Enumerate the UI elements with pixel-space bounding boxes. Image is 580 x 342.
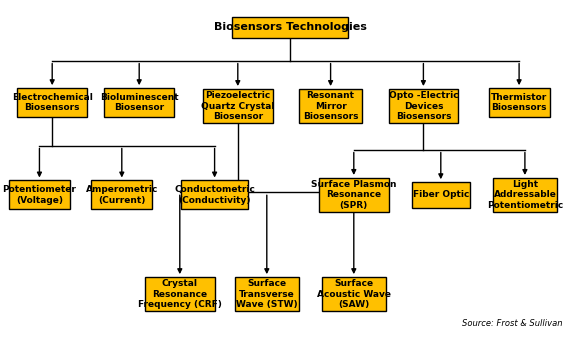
Text: Crystal
Resonance
Frequency (CRF): Crystal Resonance Frequency (CRF): [138, 279, 222, 309]
FancyBboxPatch shape: [322, 277, 386, 311]
FancyBboxPatch shape: [145, 277, 215, 311]
Text: Surface Plasmon
Resonance
(SPR): Surface Plasmon Resonance (SPR): [311, 180, 397, 210]
FancyBboxPatch shape: [17, 88, 87, 117]
FancyBboxPatch shape: [181, 181, 248, 209]
FancyBboxPatch shape: [488, 88, 549, 117]
FancyBboxPatch shape: [412, 182, 470, 208]
Text: Surface
Transverse
Wave (STW): Surface Transverse Wave (STW): [236, 279, 298, 309]
FancyBboxPatch shape: [92, 181, 152, 209]
Text: Piezoelectric
Quartz Crystal
Biosensor: Piezoelectric Quartz Crystal Biosensor: [201, 91, 274, 121]
FancyBboxPatch shape: [235, 277, 299, 311]
FancyBboxPatch shape: [9, 181, 70, 209]
Text: Opto -Electric
Devices
Biosensors: Opto -Electric Devices Biosensors: [389, 91, 458, 121]
Text: Thermistor
Biosensors: Thermistor Biosensors: [491, 93, 547, 112]
Text: Potentiometer
(Voltage): Potentiometer (Voltage): [2, 185, 77, 205]
FancyBboxPatch shape: [232, 17, 348, 38]
Text: Electrochemical
Biosensors: Electrochemical Biosensors: [12, 93, 93, 112]
FancyBboxPatch shape: [299, 89, 362, 123]
FancyBboxPatch shape: [319, 178, 389, 212]
Text: Biosensors Technologies: Biosensors Technologies: [213, 22, 367, 32]
Text: Source: Frost & Sullivan: Source: Frost & Sullivan: [462, 319, 563, 328]
Text: Amperometric
(Current): Amperometric (Current): [86, 185, 158, 205]
FancyBboxPatch shape: [493, 178, 557, 212]
Text: Surface
Acoustic Wave
(SAW): Surface Acoustic Wave (SAW): [317, 279, 391, 309]
FancyBboxPatch shape: [389, 89, 458, 123]
Text: Light
Addressable
Potentiometric: Light Addressable Potentiometric: [487, 180, 563, 210]
FancyBboxPatch shape: [104, 88, 174, 117]
Text: Fiber Optic: Fiber Optic: [412, 190, 469, 199]
Text: Conductometric
(Conductivity): Conductometric (Conductivity): [174, 185, 255, 205]
Text: Resonant
Mirror
Biosensors: Resonant Mirror Biosensors: [303, 91, 358, 121]
Text: Bioluminescent
Biosensor: Bioluminescent Biosensor: [100, 93, 179, 112]
FancyBboxPatch shape: [203, 89, 273, 123]
